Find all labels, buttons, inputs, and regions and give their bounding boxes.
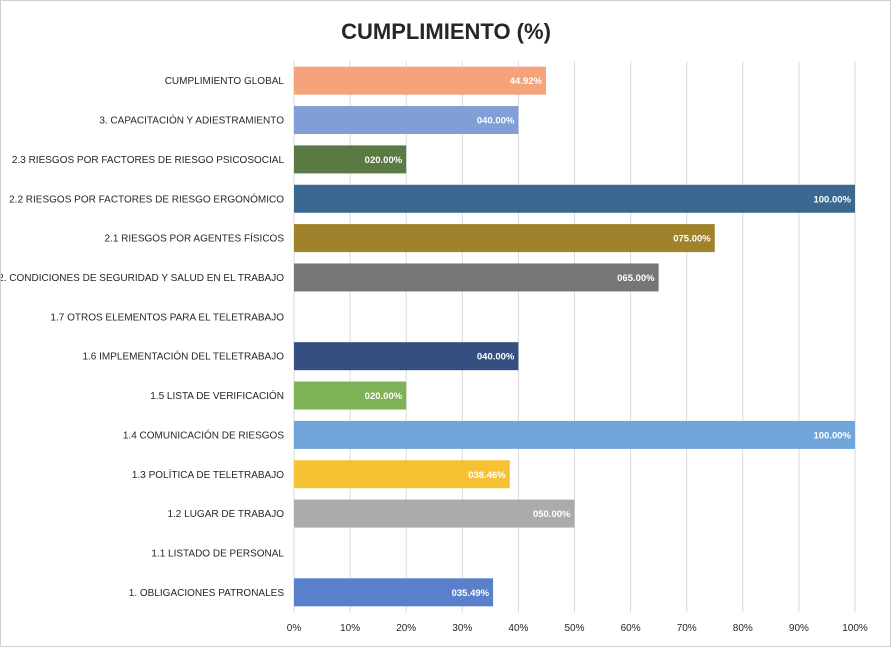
bar bbox=[294, 420, 855, 449]
bar bbox=[294, 263, 659, 292]
category-label: 1.1 LISTADO DE PERSONAL bbox=[151, 548, 284, 559]
x-tick-label: 0% bbox=[287, 623, 302, 634]
category-label: 1.6 IMPLEMENTACIÓN DEL TELETRABAJO bbox=[82, 350, 284, 363]
x-tick-label: 50% bbox=[564, 623, 584, 634]
category-label: 1.3 POLÍTICA DE TELETRABAJO bbox=[132, 468, 284, 481]
bar bbox=[294, 66, 547, 95]
x-tick-label: 70% bbox=[677, 623, 697, 634]
x-tick-label: 10% bbox=[340, 623, 360, 634]
x-tick-label: 60% bbox=[621, 623, 641, 634]
bar bbox=[294, 578, 494, 607]
bar bbox=[294, 381, 407, 410]
bar bbox=[294, 342, 519, 371]
data-label: 100.00% bbox=[813, 430, 851, 441]
bar bbox=[294, 499, 575, 528]
data-label: 020.00% bbox=[365, 155, 403, 166]
bar bbox=[294, 106, 519, 135]
category-label: 2.3 RIESGOS POR FACTORES DE RIESGO PSICO… bbox=[12, 155, 285, 166]
category-label: CUMPLIMIENTO GLOBAL bbox=[165, 76, 285, 87]
data-label: 040.00% bbox=[477, 116, 515, 127]
x-axis-ticks: 0% 10% 20% 30% 40% 50% 60% 70% 80% 90% 100% bbox=[287, 623, 868, 634]
x-tick-label: 90% bbox=[789, 623, 809, 634]
category-label: 1.7 OTROS ELEMENTOS PARA EL TELETRABAJO bbox=[50, 312, 284, 323]
data-label: 050.00% bbox=[533, 509, 571, 520]
chart-title: CUMPLIMIENTO (%) bbox=[341, 19, 551, 44]
category-label: 1.4 COMUNICACIÓN DE RIESGOS bbox=[123, 428, 284, 441]
x-tick-label: 40% bbox=[508, 623, 528, 634]
data-label: 100.00% bbox=[813, 194, 851, 205]
x-tick-label: 80% bbox=[733, 623, 753, 634]
category-label: 3. CAPACITACIÓN Y ADIESTRAMIENTO bbox=[99, 114, 284, 127]
data-labels: 44.92% 040.00% 020.00% 100.00% 075.00% 065.00… bbox=[306, 76, 851, 599]
category-label: 2.2 RIESGOS POR FACTORES DE RIESGO ERGON… bbox=[9, 192, 284, 205]
x-tick-label: 100% bbox=[842, 623, 868, 634]
data-label: 065.00% bbox=[617, 273, 655, 284]
bar bbox=[294, 460, 510, 489]
data-label: 000.00% bbox=[306, 312, 344, 323]
category-labels: CUMPLIMIENTO GLOBAL 3. CAPACITACIÓN Y ADI… bbox=[0, 76, 285, 599]
x-tick-label: 20% bbox=[396, 623, 416, 634]
data-label: 040.00% bbox=[477, 352, 515, 363]
data-label: 020.00% bbox=[365, 391, 403, 402]
category-label: 1.5 LISTA DE VERIFICACIÓN bbox=[150, 389, 284, 402]
data-label: 035.49% bbox=[452, 588, 490, 599]
data-label: 000.00% bbox=[306, 548, 344, 559]
category-label: 2. CONDICIONES DE SEGURIDAD Y SALUD EN E… bbox=[1, 273, 284, 284]
category-label: 1. OBLIGACIONES PATRONALES bbox=[129, 588, 285, 599]
category-label: 2.1 RIESGOS POR AGENTES FÍSICOS bbox=[105, 232, 285, 245]
bars bbox=[294, 66, 855, 607]
bar bbox=[294, 145, 407, 174]
x-tick-label: 30% bbox=[452, 623, 472, 634]
data-label: 44.92% bbox=[510, 76, 543, 87]
gridlines bbox=[293, 61, 856, 612]
bar bbox=[294, 224, 715, 253]
bar bbox=[294, 184, 855, 213]
data-label: 075.00% bbox=[673, 234, 711, 245]
data-label: 038.46% bbox=[468, 470, 506, 481]
category-label: 1.2 LUGAR DE TRABAJO bbox=[167, 509, 284, 520]
